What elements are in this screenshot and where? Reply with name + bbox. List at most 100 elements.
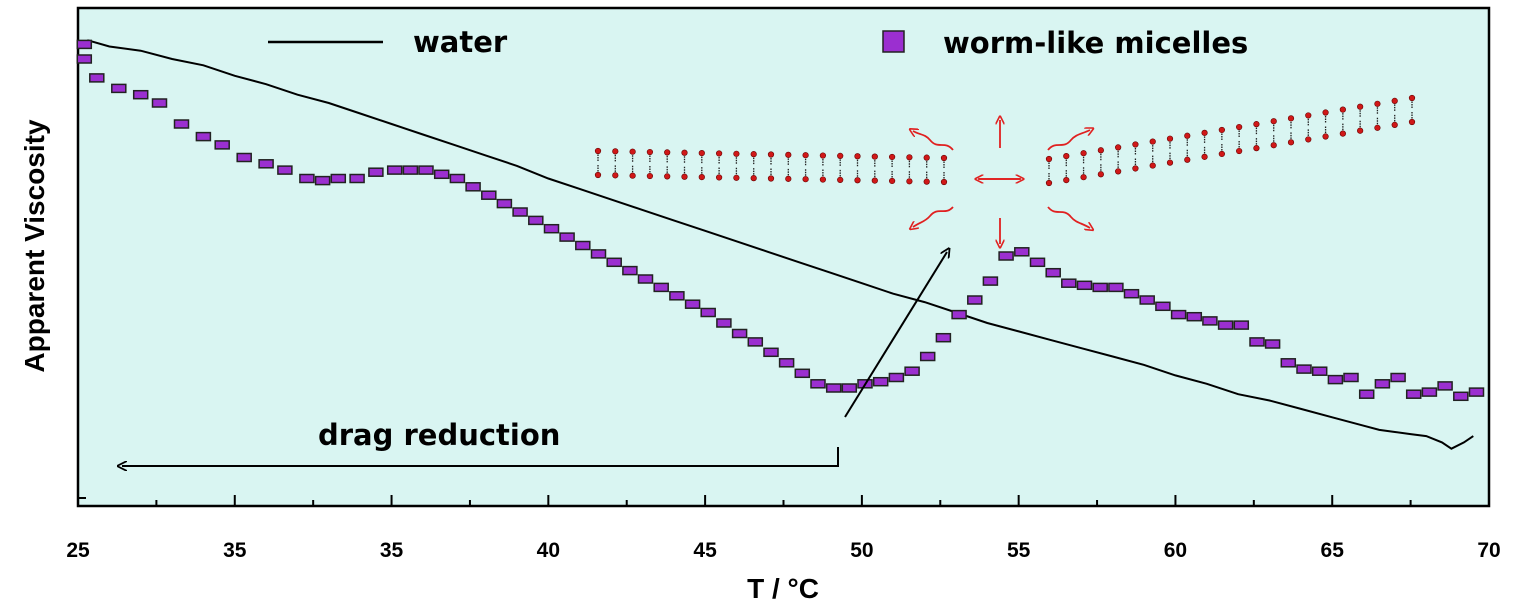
x-tick-label: 55 <box>1007 539 1031 562</box>
micelle-marker <box>1061 278 1077 288</box>
x-axis-title: T / °C <box>747 573 819 604</box>
micelle-marker <box>386 165 403 175</box>
surfactant-head <box>888 153 896 161</box>
micelle-marker <box>559 232 575 242</box>
micelle-marker <box>1421 387 1438 397</box>
micelle-marker <box>622 265 638 276</box>
surfactant-head <box>1080 150 1087 157</box>
micelle-marker <box>653 282 669 293</box>
micelle-marker <box>1280 358 1297 368</box>
surfactant-head <box>1184 156 1191 163</box>
micelle-marker <box>716 318 732 328</box>
micelle-marker <box>904 366 920 376</box>
micelle-marker <box>1014 247 1030 257</box>
surfactant-head <box>612 172 619 179</box>
surfactant-head <box>802 152 809 159</box>
surfactant-head <box>1339 130 1346 137</box>
legend-water-label: water <box>413 25 508 59</box>
surfactant-head <box>785 151 792 158</box>
drag-reduction-annotation: drag reduction <box>122 252 947 466</box>
micelle-marker <box>967 295 983 305</box>
surfactant-head <box>1339 106 1346 113</box>
surfactant-head <box>629 148 636 155</box>
x-tick-label: 50 <box>850 539 873 562</box>
surfactant-head <box>733 174 740 181</box>
surfactant-head <box>1115 168 1122 175</box>
surfactant-head <box>1287 139 1295 146</box>
micelle-marker <box>888 372 905 383</box>
surfactant-head <box>1253 121 1260 128</box>
surfactant-head <box>906 178 913 185</box>
surfactant-head <box>1115 144 1122 151</box>
surfactant-head <box>854 177 861 184</box>
surfactant-head <box>1322 109 1329 116</box>
micelle-marker <box>935 332 952 343</box>
x-tick-label: 35 <box>380 539 404 562</box>
micelle-marker <box>1468 387 1485 397</box>
micelle-marker <box>1217 320 1234 330</box>
micelle-marker <box>637 274 654 284</box>
micelle-marker <box>1296 364 1312 374</box>
x-tick-label: 40 <box>537 539 560 562</box>
surfactant-head <box>1063 176 1070 184</box>
y-axis-title: Apparent Viscosity <box>19 119 50 373</box>
micelle-marker <box>1264 339 1281 349</box>
micelle-illustration <box>594 94 1416 244</box>
water-series-line <box>87 39 1474 450</box>
surfactant-head <box>1408 118 1416 126</box>
surfactant-head <box>906 154 913 161</box>
surfactant-head <box>1045 179 1053 187</box>
micelle-marker <box>277 165 293 175</box>
micelle-marker <box>418 165 434 175</box>
micelle-marker <box>349 173 365 184</box>
x-tick-label: 60 <box>1164 539 1187 562</box>
surfactant-head <box>681 149 688 156</box>
surfactant-head <box>1166 135 1174 142</box>
micelle-marker <box>575 240 591 251</box>
micelle-marker <box>982 276 999 286</box>
surfactant-head <box>819 152 827 159</box>
micelle-marker <box>433 169 450 180</box>
micelle-marker <box>465 182 481 192</box>
surfactant-head <box>594 147 602 155</box>
micelle-marker <box>919 351 936 362</box>
surfactant-head <box>871 153 878 160</box>
surfactant-head <box>1374 100 1381 107</box>
surfactant-head <box>1184 132 1191 139</box>
surfactant-head <box>1236 147 1243 155</box>
micelle-marker <box>1186 311 1203 322</box>
surfactant-head <box>837 152 844 159</box>
micelle-marker <box>763 347 779 358</box>
micelle-marker <box>76 54 93 64</box>
micelle-marker <box>1374 379 1391 389</box>
micelle-marker <box>684 299 701 309</box>
surfactant-head <box>923 154 930 161</box>
micelle-marker <box>606 257 622 268</box>
micelle-marker <box>151 98 168 108</box>
micelle-marker <box>1108 282 1124 293</box>
micelle-marker <box>1202 316 1218 326</box>
surfactant-head <box>1080 174 1087 181</box>
micelle-marker <box>314 175 331 186</box>
surfactant-head <box>612 148 619 155</box>
surfactant-head <box>1270 118 1277 125</box>
micelle-marker <box>528 215 544 226</box>
micelle-marker <box>512 207 528 217</box>
x-tick-label: 35 <box>223 539 247 562</box>
drag-reduction-arrow <box>122 447 839 466</box>
drag-reduction-label: drag reduction <box>318 418 560 452</box>
surfactant-head <box>1218 150 1225 158</box>
legend-micelles-label: worm-like micelles <box>943 26 1248 60</box>
surfactant-head <box>715 174 723 181</box>
micelles-series-markers <box>76 39 1485 402</box>
surfactant-head <box>1391 97 1398 105</box>
surfactant-head <box>940 178 948 186</box>
surfactant-head <box>1132 165 1139 172</box>
surfactant-head <box>1149 162 1156 169</box>
surfactant-head <box>1391 121 1398 129</box>
x-tick-label: 45 <box>693 539 717 562</box>
micelle-marker <box>214 140 230 150</box>
micelle-marker <box>590 249 607 259</box>
micelle-marker <box>132 89 149 100</box>
surfactant-head <box>1097 171 1104 178</box>
